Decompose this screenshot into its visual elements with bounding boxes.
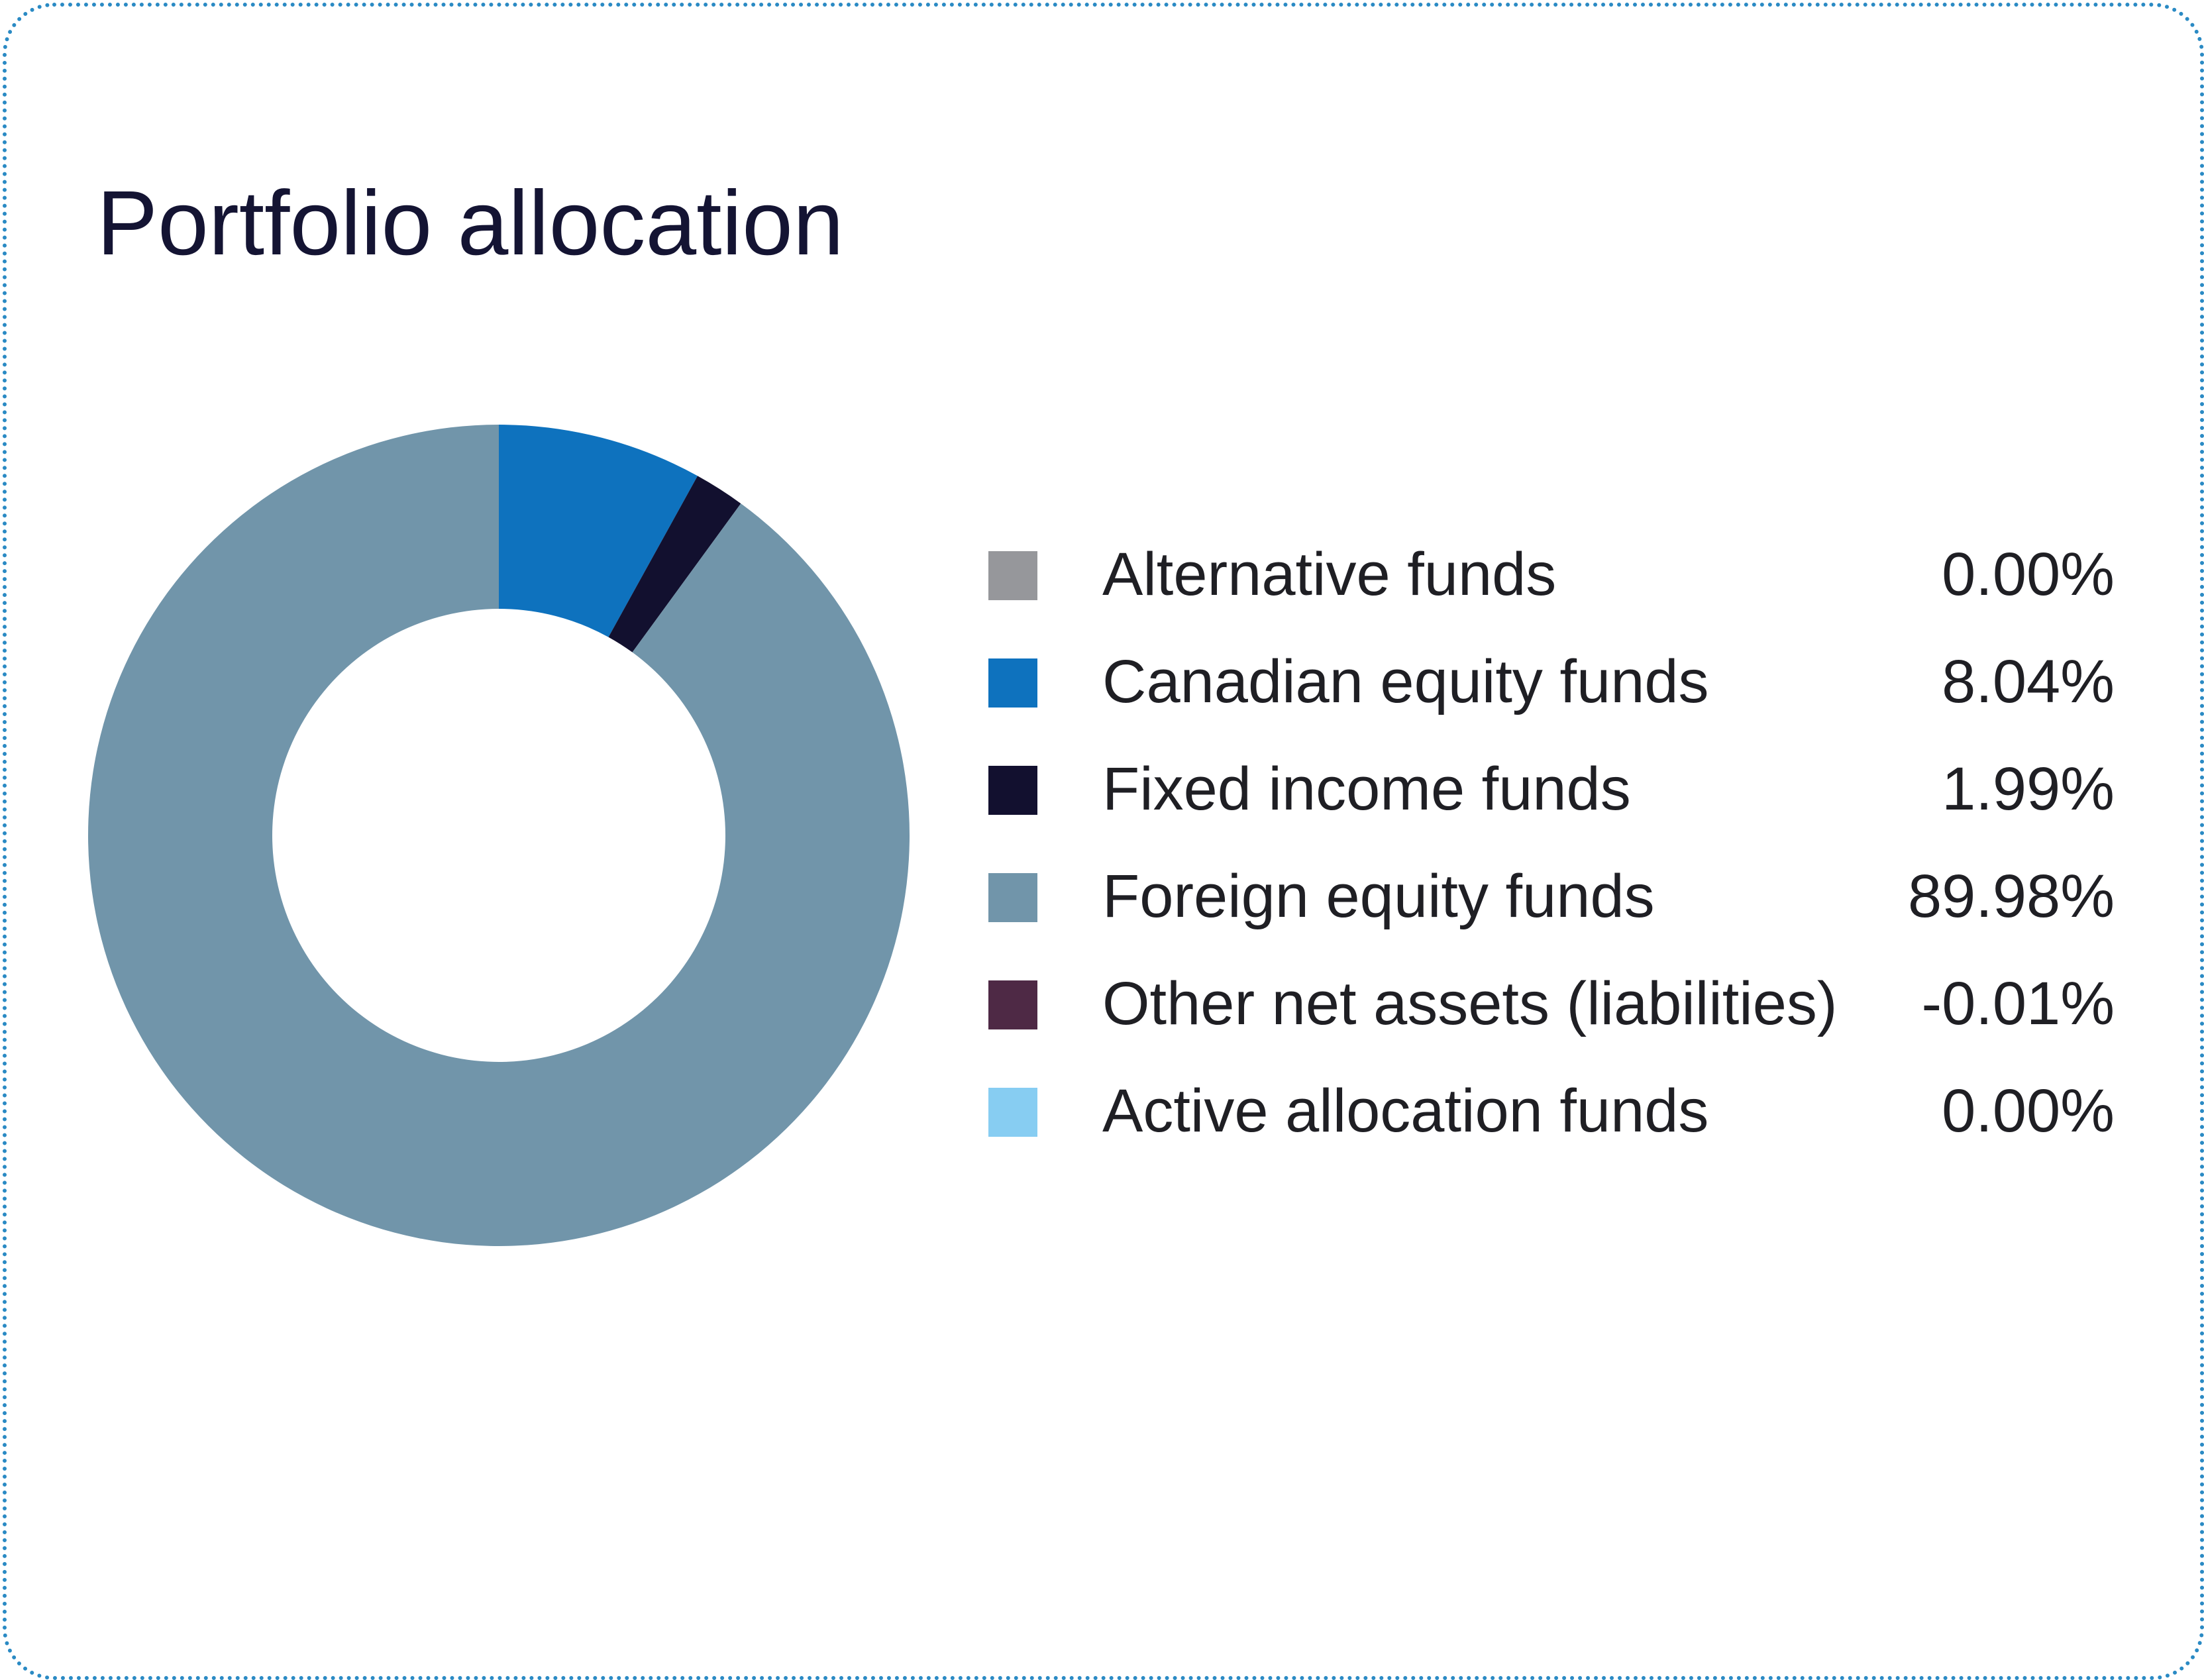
- donut-slice-canadian-equity-funds: [499, 425, 698, 637]
- legend-value: 89.98%: [1907, 863, 2115, 930]
- legend-item: Fixed income funds 1.99%: [988, 742, 2115, 849]
- portfolio-allocation-card: Portfolio allocation Alternative funds 0…: [3, 3, 2204, 1680]
- legend-item: Alternative funds 0.00%: [988, 527, 2115, 635]
- donut-slice-fixed-income-funds: [608, 476, 741, 653]
- legend-label: Canadian equity funds: [1102, 648, 1709, 715]
- donut-slice-foreign-equity-funds: [88, 425, 910, 1246]
- legend-label: Fixed income funds: [1102, 755, 1631, 823]
- legend-swatch: [988, 1088, 1037, 1137]
- legend-swatch: [988, 766, 1037, 815]
- legend-value: 0.00%: [1942, 541, 2115, 608]
- legend-item: Active allocation funds 0.00%: [988, 1064, 2115, 1171]
- legend-value: -0.01%: [1921, 970, 2115, 1037]
- legend-swatch: [988, 980, 1037, 1029]
- legend-label: Foreign equity funds: [1102, 863, 1655, 930]
- chart-legend: Alternative funds 0.00% Canadian equity …: [988, 527, 2115, 1171]
- legend-swatch: [988, 551, 1037, 600]
- legend-label: Active allocation funds: [1102, 1077, 1709, 1145]
- legend-swatch: [988, 658, 1037, 708]
- legend-value: 1.99%: [1942, 755, 2115, 823]
- donut-chart: [88, 425, 910, 1246]
- legend-item: Canadian equity funds 8.04%: [988, 635, 2115, 742]
- legend-label: Alternative funds: [1102, 541, 1557, 608]
- chart-title: Portfolio allocation: [97, 172, 844, 274]
- legend-value: 8.04%: [1942, 648, 2115, 715]
- legend-item: Other net assets (liabilities) -0.01%: [988, 957, 2115, 1064]
- legend-value: 0.00%: [1942, 1077, 2115, 1145]
- legend-swatch: [988, 873, 1037, 922]
- legend-item: Foreign equity funds 89.98%: [988, 849, 2115, 957]
- legend-label: Other net assets (liabilities): [1102, 970, 1838, 1037]
